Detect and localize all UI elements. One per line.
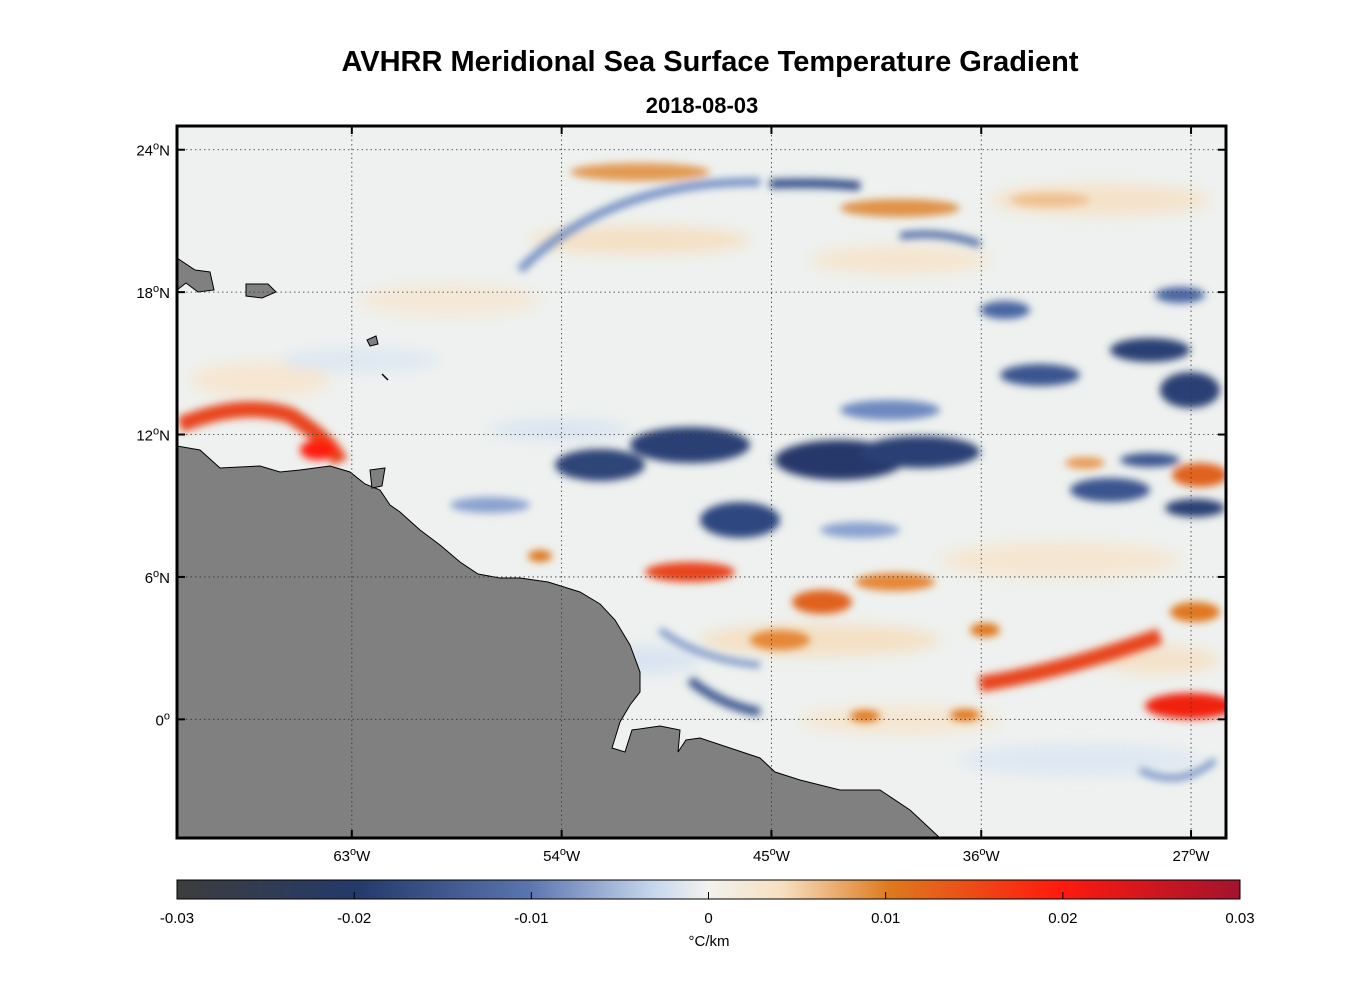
x-tick-label: 45oW	[753, 846, 791, 865]
colorbar-tick-label: 0	[704, 910, 712, 927]
colorbar-units-label: °C/km	[688, 933, 730, 950]
y-tick-label: 0o	[156, 710, 170, 729]
y-tick-label: 12oN	[136, 426, 170, 445]
y-tick-label: 18oN	[136, 283, 170, 302]
colorbar-tick-label: -0.01	[514, 910, 548, 927]
colorbar-tick-label: 0.02	[1048, 910, 1077, 927]
chart-subtitle: 2018-08-03	[645, 93, 759, 118]
land-mass	[369, 467, 386, 489]
colorbar-tick-label: -0.03	[160, 910, 194, 927]
land-mass	[366, 335, 379, 347]
x-tick-label: 54oW	[543, 846, 581, 865]
colorbar-ticks: -0.03 -0.02 -0.01 0 0.01 0.02 0.03	[160, 879, 1255, 927]
colorbar	[177, 880, 1240, 899]
land-mass	[245, 283, 277, 299]
colorbar-frame	[176, 879, 1241, 900]
x-axis: 63oW 54oW 45oW 36oW 27oW	[333, 126, 1210, 865]
y-tick-label: 24oN	[136, 141, 170, 160]
y-tick-label: 6oN	[145, 568, 170, 587]
y-axis: 24oN 18oN 12oN 6oN 0o	[136, 141, 1226, 729]
sst-gradient-field	[177, 126, 1226, 838]
grid-lines	[177, 126, 1226, 838]
x-tick-label: 27oW	[1173, 846, 1211, 865]
land-mass	[177, 445, 941, 838]
x-tick-label: 63oW	[333, 846, 371, 865]
map-frame	[175, 124, 1228, 840]
colorbar-tick-label: 0.03	[1225, 910, 1254, 927]
colorbar-tick-label: -0.02	[337, 910, 371, 927]
chart-title: AVHRR Meridional Sea Surface Temperature…	[341, 46, 1079, 78]
x-tick-label: 36oW	[963, 846, 1001, 865]
colorbar-tick-label: 0.01	[871, 910, 900, 927]
